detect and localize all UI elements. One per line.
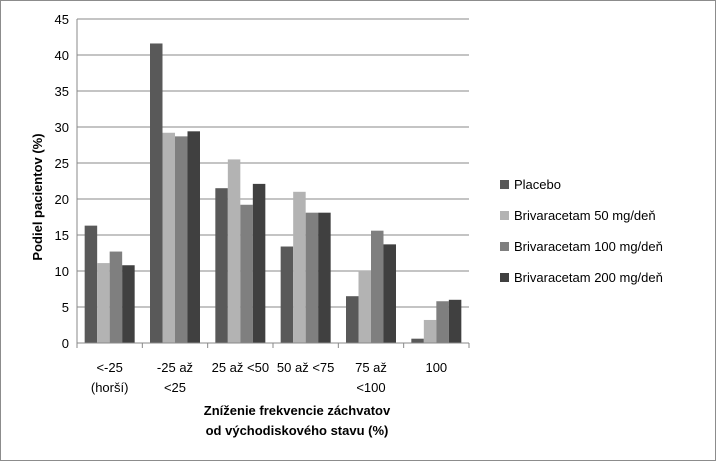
bar [346, 296, 359, 343]
y-tick-label: 15 [55, 228, 69, 243]
x-tick-label: <25 [164, 380, 186, 395]
legend-swatch [500, 211, 509, 220]
x-tick-label: <-25 [96, 360, 122, 375]
bar [423, 319, 437, 343]
legend-label: Brivaracetam 200 mg/deň [514, 270, 663, 285]
x-tick-label: -25 až [157, 360, 193, 375]
y-tick-label: 45 [55, 12, 69, 27]
legend-swatch [500, 180, 509, 189]
legend-swatch [500, 242, 509, 251]
x-tick-label: <100 [356, 380, 385, 395]
bar [175, 136, 188, 343]
bar [252, 183, 266, 343]
x-axis-label-line-2: od východiskového stavu (%) [206, 423, 389, 438]
bar [293, 191, 306, 343]
bar [436, 301, 449, 343]
bar [122, 265, 135, 343]
bar [411, 338, 424, 343]
bar [448, 299, 462, 343]
y-tick-label: 10 [55, 264, 69, 279]
bar [305, 212, 319, 343]
bar [383, 244, 396, 343]
bar [97, 263, 110, 343]
bar [318, 212, 331, 343]
bar [371, 230, 384, 343]
gridlines [77, 18, 469, 308]
bar [84, 225, 98, 343]
bar [187, 131, 200, 343]
y-axis-label: Podiel pacientov (%) [30, 133, 45, 260]
x-axis-label-line-1: Zníženie frekvencie záchvatov [204, 403, 391, 418]
bar [227, 159, 241, 343]
y-tick-label: 25 [55, 156, 69, 171]
bar [215, 188, 228, 343]
y-tick-label: 20 [55, 192, 69, 207]
y-tick-label: 40 [55, 48, 69, 63]
axes [76, 19, 470, 348]
legend-swatch [500, 273, 509, 282]
y-tick-label: 35 [55, 84, 69, 99]
x-tick-label: (horší) [91, 380, 129, 395]
y-tick-label: 0 [62, 336, 69, 351]
y-tick-label: 30 [55, 120, 69, 135]
legend-label: Brivaracetam 100 mg/deň [514, 239, 663, 254]
bar [358, 270, 371, 343]
y-tick-label: 5 [62, 300, 69, 315]
x-tick-label: 100 [425, 360, 447, 375]
bars [84, 43, 462, 343]
bar [240, 204, 253, 343]
bar [280, 246, 294, 343]
x-tick-label: 25 až <50 [212, 360, 269, 375]
legend-label: Placebo [514, 177, 561, 192]
bar [150, 43, 163, 343]
y-axis-ticks: 0 5 10 15 20 25 30 35 40 45 [55, 12, 69, 351]
x-tick-label: 75 až [355, 360, 387, 375]
bar [162, 132, 175, 343]
legend-label: Brivaracetam 50 mg/deň [514, 208, 656, 223]
bar [109, 251, 123, 343]
x-tick-label: 50 až <75 [277, 360, 334, 375]
legend: Placebo Brivaracetam 50 mg/deň Brivaraceta… [500, 177, 663, 285]
x-axis-ticks: <-25 (horší) -25 až <25 25 až <50 50 až <75 75… [91, 360, 447, 395]
